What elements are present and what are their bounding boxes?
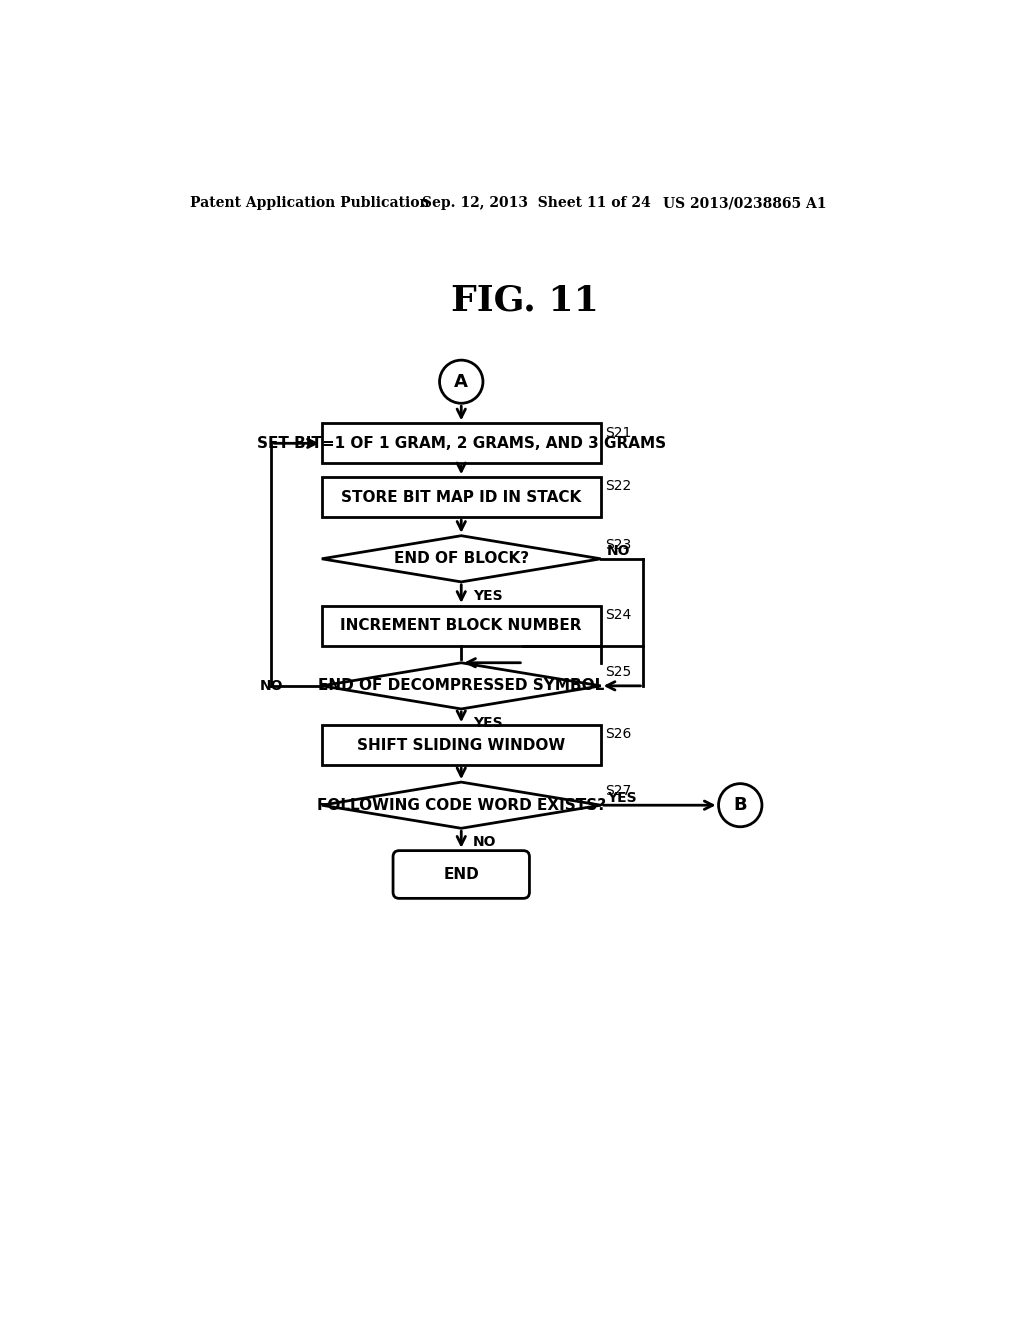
Text: B: B xyxy=(733,796,748,814)
Bar xyxy=(322,725,601,766)
Text: Sep. 12, 2013  Sheet 11 of 24: Sep. 12, 2013 Sheet 11 of 24 xyxy=(423,197,651,210)
Text: S23: S23 xyxy=(604,539,631,552)
Text: S26: S26 xyxy=(604,727,631,742)
Text: YES: YES xyxy=(473,715,503,730)
Text: SET BIT=1 OF 1 GRAM, 2 GRAMS, AND 3 GRAMS: SET BIT=1 OF 1 GRAM, 2 GRAMS, AND 3 GRAM… xyxy=(257,436,666,451)
Text: YES: YES xyxy=(607,791,637,804)
Text: NO: NO xyxy=(607,544,631,558)
Text: S27: S27 xyxy=(604,784,631,799)
Text: STORE BIT MAP ID IN STACK: STORE BIT MAP ID IN STACK xyxy=(341,490,582,504)
Text: FOLLOWING CODE WORD EXISTS?: FOLLOWING CODE WORD EXISTS? xyxy=(316,797,606,813)
Text: A: A xyxy=(455,372,468,391)
Text: END: END xyxy=(443,867,479,882)
Text: END OF DECOMPRESSED SYMBOL: END OF DECOMPRESSED SYMBOL xyxy=(318,678,604,693)
Text: NO: NO xyxy=(259,678,283,693)
Bar xyxy=(322,478,601,517)
Text: US 2013/0238865 A1: US 2013/0238865 A1 xyxy=(663,197,826,210)
Bar xyxy=(322,424,601,463)
Text: YES: YES xyxy=(473,589,503,603)
Text: S25: S25 xyxy=(604,665,631,678)
Text: Patent Application Publication: Patent Application Publication xyxy=(190,197,430,210)
Text: SHIFT SLIDING WINDOW: SHIFT SLIDING WINDOW xyxy=(357,738,565,752)
Text: S22: S22 xyxy=(604,479,631,494)
Bar xyxy=(322,606,601,645)
Text: NO: NO xyxy=(473,836,497,849)
Text: S21: S21 xyxy=(604,425,631,440)
Text: INCREMENT BLOCK NUMBER: INCREMENT BLOCK NUMBER xyxy=(341,618,582,634)
Text: END OF BLOCK?: END OF BLOCK? xyxy=(393,552,528,566)
Text: S24: S24 xyxy=(604,609,631,622)
Text: FIG. 11: FIG. 11 xyxy=(451,284,599,318)
